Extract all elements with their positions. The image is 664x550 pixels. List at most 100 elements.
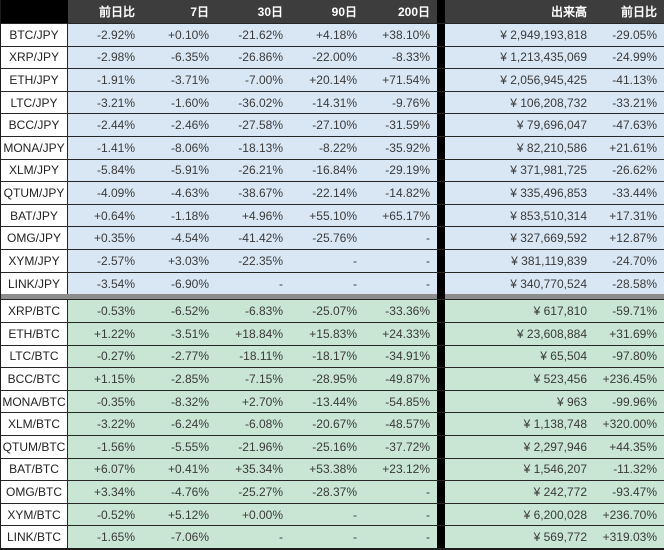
volume-change-cell: -11.32% [594, 458, 664, 481]
pct-cell: -5.91% [142, 159, 216, 182]
pair-label: XYM/BTC [1, 503, 68, 526]
pct-cell: +71.54% [364, 69, 437, 91]
pct-cell: -3.51% [142, 322, 216, 345]
pair-label: LTC/JPY [1, 91, 68, 114]
volume-change-cell: +320.00% [594, 413, 664, 435]
btc-section: XRP/BTC -0.53% -6.52% -6.83% -25.07% -33.36% ¥… [1, 299, 664, 548]
volume-cell: ¥ 963 [445, 390, 594, 413]
pct-cell: +55.10% [290, 204, 364, 227]
volume-cell: ¥ 371,981,725 [445, 159, 594, 182]
section-divider [1, 294, 664, 300]
pct-cell: -20.67% [290, 413, 364, 435]
pct-cell: +0.35% [68, 227, 142, 250]
pct-cell: - [290, 250, 364, 272]
pct-cell: +4.96% [216, 204, 290, 227]
volume-cell: ¥ 523,456 [445, 368, 594, 390]
column-separator [437, 413, 445, 435]
pct-cell: -25.27% [216, 481, 290, 503]
pct-cell: -41.42% [216, 227, 290, 250]
column-separator [437, 137, 445, 159]
pct-cell: -6.90% [142, 272, 216, 295]
column-header: 7日 [190, 5, 209, 19]
pair-label: OMG/JPY [1, 227, 68, 250]
pct-cell: +38.10% [364, 24, 437, 46]
pct-cell: -6.35% [142, 46, 216, 69]
volume-cell: ¥ 79,696,047 [445, 114, 594, 137]
volume-change-cell: +319.03% [594, 526, 664, 548]
volume-cell: ¥ 327,669,592 [445, 227, 594, 250]
pct-cell: - [290, 503, 364, 526]
pct-cell: -2.57% [68, 250, 142, 272]
volume-change-cell: -97.80% [594, 345, 664, 368]
table-row: QTUM/BTC -1.56% -5.55% -21.96% -25.16% -37.72… [1, 434, 664, 458]
pct-cell: -4.54% [142, 227, 216, 250]
pct-cell: -25.07% [290, 300, 364, 322]
column-separator [437, 204, 445, 227]
column-separator [437, 91, 445, 114]
pct-cell: +1.22% [68, 322, 142, 345]
pct-cell: -1.65% [68, 526, 142, 548]
pct-cell: +53.38% [290, 458, 364, 481]
pct-cell: -2.46% [142, 114, 216, 137]
pct-cell: +3.03% [142, 250, 216, 272]
volume-cell: ¥ 23,608,884 [445, 322, 594, 345]
pct-cell: -2.98% [68, 46, 142, 69]
pct-cell: - [216, 526, 290, 548]
volume-change-cell: -29.05% [594, 24, 664, 46]
column-header: 出来高 [550, 5, 587, 19]
volume-change-cell: +31.69% [594, 322, 664, 345]
pct-cell: -8.32% [142, 390, 216, 413]
table-row: LTC/BTC -0.27% -2.77% -18.11% -18.17% -34.91%… [1, 344, 664, 368]
volume-cell: ¥ 82,210,586 [445, 137, 594, 159]
table-row: MONA/BTC -0.35% -8.32% +2.70% -13.44% -54.85%… [1, 389, 664, 413]
pct-cell: +0.10% [142, 24, 216, 46]
pct-cell: - [290, 272, 364, 295]
pct-cell: -3.54% [68, 272, 142, 295]
pair-label: BCC/BTC [1, 368, 68, 390]
column-separator [437, 368, 445, 390]
column-header: 30日 [257, 5, 283, 19]
pct-cell: -0.52% [68, 503, 142, 526]
pct-cell: +0.00% [216, 503, 290, 526]
pct-cell: -21.62% [216, 24, 290, 46]
volume-cell: ¥ 2,056,945,425 [445, 69, 594, 91]
pct-cell: -1.60% [142, 91, 216, 114]
volume-change-cell: -26.62% [594, 159, 664, 182]
column-separator [437, 322, 445, 345]
volume-change-cell: -33.21% [594, 91, 664, 114]
table-row: BTC/JPY -2.92% +0.10% -21.62% +4.18% +38.10% ¥… [1, 23, 664, 46]
table-row: OMG/JPY +0.35% -4.54% -41.42% -25.76% - ¥ 327,… [1, 226, 664, 250]
volume-cell: ¥ 106,208,732 [445, 91, 594, 114]
pct-cell: +0.64% [68, 204, 142, 227]
volume-cell: ¥ 65,504 [445, 345, 594, 368]
pct-cell: +23.12% [364, 458, 437, 481]
pct-cell: -3.22% [68, 413, 142, 435]
pct-cell: -36.02% [216, 91, 290, 114]
column-separator [437, 481, 445, 503]
column-separator [437, 46, 445, 69]
pct-cell: -4.09% [68, 182, 142, 204]
pct-cell: -37.72% [364, 435, 437, 458]
pct-cell: - [364, 503, 437, 526]
pct-cell: -22.00% [290, 46, 364, 69]
volume-cell: ¥ 242,772 [445, 481, 594, 503]
volume-change-cell: +236.70% [594, 503, 664, 526]
pair-label: OMG/BTC [1, 481, 68, 503]
column-separator [437, 300, 445, 322]
pct-cell: -7.15% [216, 368, 290, 390]
pct-cell: -4.63% [142, 182, 216, 204]
pct-cell: -27.58% [216, 114, 290, 137]
pct-cell: -35.92% [364, 137, 437, 159]
table-row: BAT/BTC +6.07% +0.41% +35.34% +53.38% +23.12%… [1, 457, 664, 481]
pct-cell: +1.15% [68, 368, 142, 390]
column-header: 前日比 [98, 5, 135, 19]
volume-change-cell: -93.47% [594, 481, 664, 503]
column-separator [437, 159, 445, 182]
pair-label: BCC/JPY [1, 114, 68, 137]
volume-cell: ¥ 2,297,946 [445, 435, 594, 458]
pct-cell: -29.19% [364, 159, 437, 182]
pct-cell: -18.13% [216, 137, 290, 159]
pct-cell: +20.14% [290, 69, 364, 91]
pair-label: MONA/JPY [1, 137, 68, 159]
pct-cell: -48.57% [364, 413, 437, 435]
